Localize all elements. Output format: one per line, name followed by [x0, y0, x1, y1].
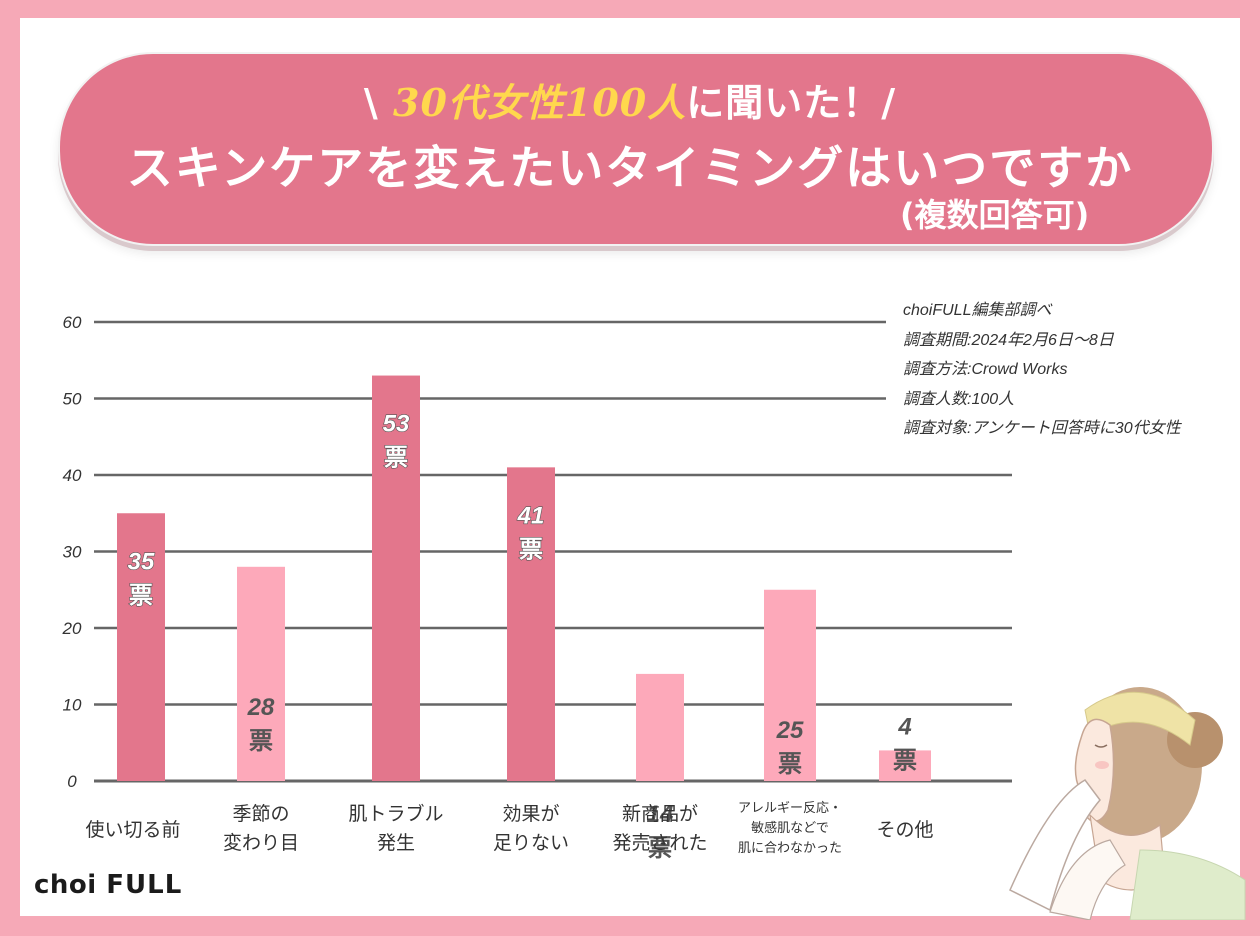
survey-note: (複数回答可) [900, 196, 1090, 234]
x-category-label-line: 新商品が [622, 803, 698, 825]
subtitle-prefix: \ [363, 81, 393, 125]
x-category-label-line: 効果が [502, 803, 559, 825]
y-tick-label-50: 50 [63, 390, 82, 409]
choifull-logo: choi FULL [34, 870, 182, 900]
title-banner [58, 52, 1214, 246]
x-category-label-0: 使い切る前 [85, 819, 180, 841]
data-label-value-6: 4 [897, 713, 911, 740]
bar-3 [507, 467, 555, 781]
data-label-unit-1: 票 [249, 727, 273, 755]
logo-full: FULL [106, 870, 183, 900]
x-category-label-5: アレルギー反応・敏感肌などで肌に合わなかった [738, 801, 842, 856]
y-tick-label-30: 30 [63, 543, 82, 562]
bar-5 [764, 589, 816, 781]
x-category-label-line: 肌に合わなかった [738, 841, 842, 856]
x-category-label-line: アレルギー反応・ [738, 801, 842, 816]
data-label-unit-5: 票 [778, 750, 802, 778]
y-tick-label-10: 10 [63, 696, 82, 715]
bar-2 [372, 375, 420, 781]
logo-choi: choi [34, 870, 97, 900]
x-category-label-line: その他 [876, 819, 933, 841]
data-label-unit-4: 票 [648, 834, 672, 862]
data-label-value-0: 35 [128, 548, 155, 575]
subtitle-highlight: 30代女性100人 [393, 80, 687, 125]
x-category-label-line: 発売された [612, 832, 707, 854]
y-tick-label-20: 20 [62, 619, 82, 638]
x-category-label-line: 使い切る前 [85, 819, 180, 841]
x-category-label-line: 敏感肌などで [751, 820, 829, 836]
bar-1 [237, 566, 285, 781]
meta-source: choiFULL編集部調べ [903, 302, 1052, 319]
data-label-value-1: 28 [247, 694, 275, 721]
bar-0 [117, 513, 165, 781]
x-category-label-4: 新商品が発売された [612, 803, 707, 854]
survey-question: スキンケアを変えたいタイミングはいつですか [126, 141, 1134, 195]
x-category-label-line: 発生 [377, 832, 415, 854]
y-tick-label-0: 0 [67, 772, 77, 791]
meta-period: 調査期間:2024年2月6日〜8日 [903, 331, 1114, 349]
x-category-label-line: 肌トラブル [348, 802, 443, 825]
x-category-label-1: 季節の変わり目 [223, 803, 299, 854]
data-label-value-2: 53 [383, 411, 410, 438]
bar-6 [879, 750, 931, 781]
x-category-label-6: その他 [876, 819, 933, 841]
x-category-label-line: 変わり目 [223, 832, 299, 854]
survey-meta: choiFULL編集部調べ 調査期間:2024年2月6日〜8日 調査方法:Cro… [903, 296, 1181, 444]
x-category-label-line: 季節の [232, 803, 289, 825]
meta-count: 調査人数:100人 [903, 390, 1015, 408]
x-category-label-3: 効果が足りない [493, 803, 569, 854]
bar-4 [636, 673, 684, 781]
x-category-label-2: 肌トラブル発生 [348, 802, 443, 854]
data-label-unit-2: 票 [384, 444, 408, 472]
data-label-value-3: 41 [517, 502, 545, 529]
data-label-value-4: 14 [647, 801, 674, 828]
data-label-unit-0: 票 [129, 581, 153, 609]
x-category-label-line: 足りない [493, 832, 569, 854]
y-tick-label-40: 40 [63, 466, 82, 485]
subtitle-suffix: に聞いた！/ [686, 81, 897, 125]
survey-subtitle: \ 30代女性100人に聞いた！/ [0, 72, 1260, 127]
woman-illustration [1009, 687, 1246, 920]
meta-method: 調査方法:Crowd Works [903, 361, 1068, 378]
data-label-unit-6: 票 [893, 746, 917, 774]
meta-target: 調査対象:アンケート回答時に30代女性 [903, 420, 1181, 437]
y-tick-label-60: 60 [63, 313, 82, 332]
data-label-unit-3: 票 [519, 535, 543, 563]
data-label-value-5: 25 [776, 717, 804, 744]
